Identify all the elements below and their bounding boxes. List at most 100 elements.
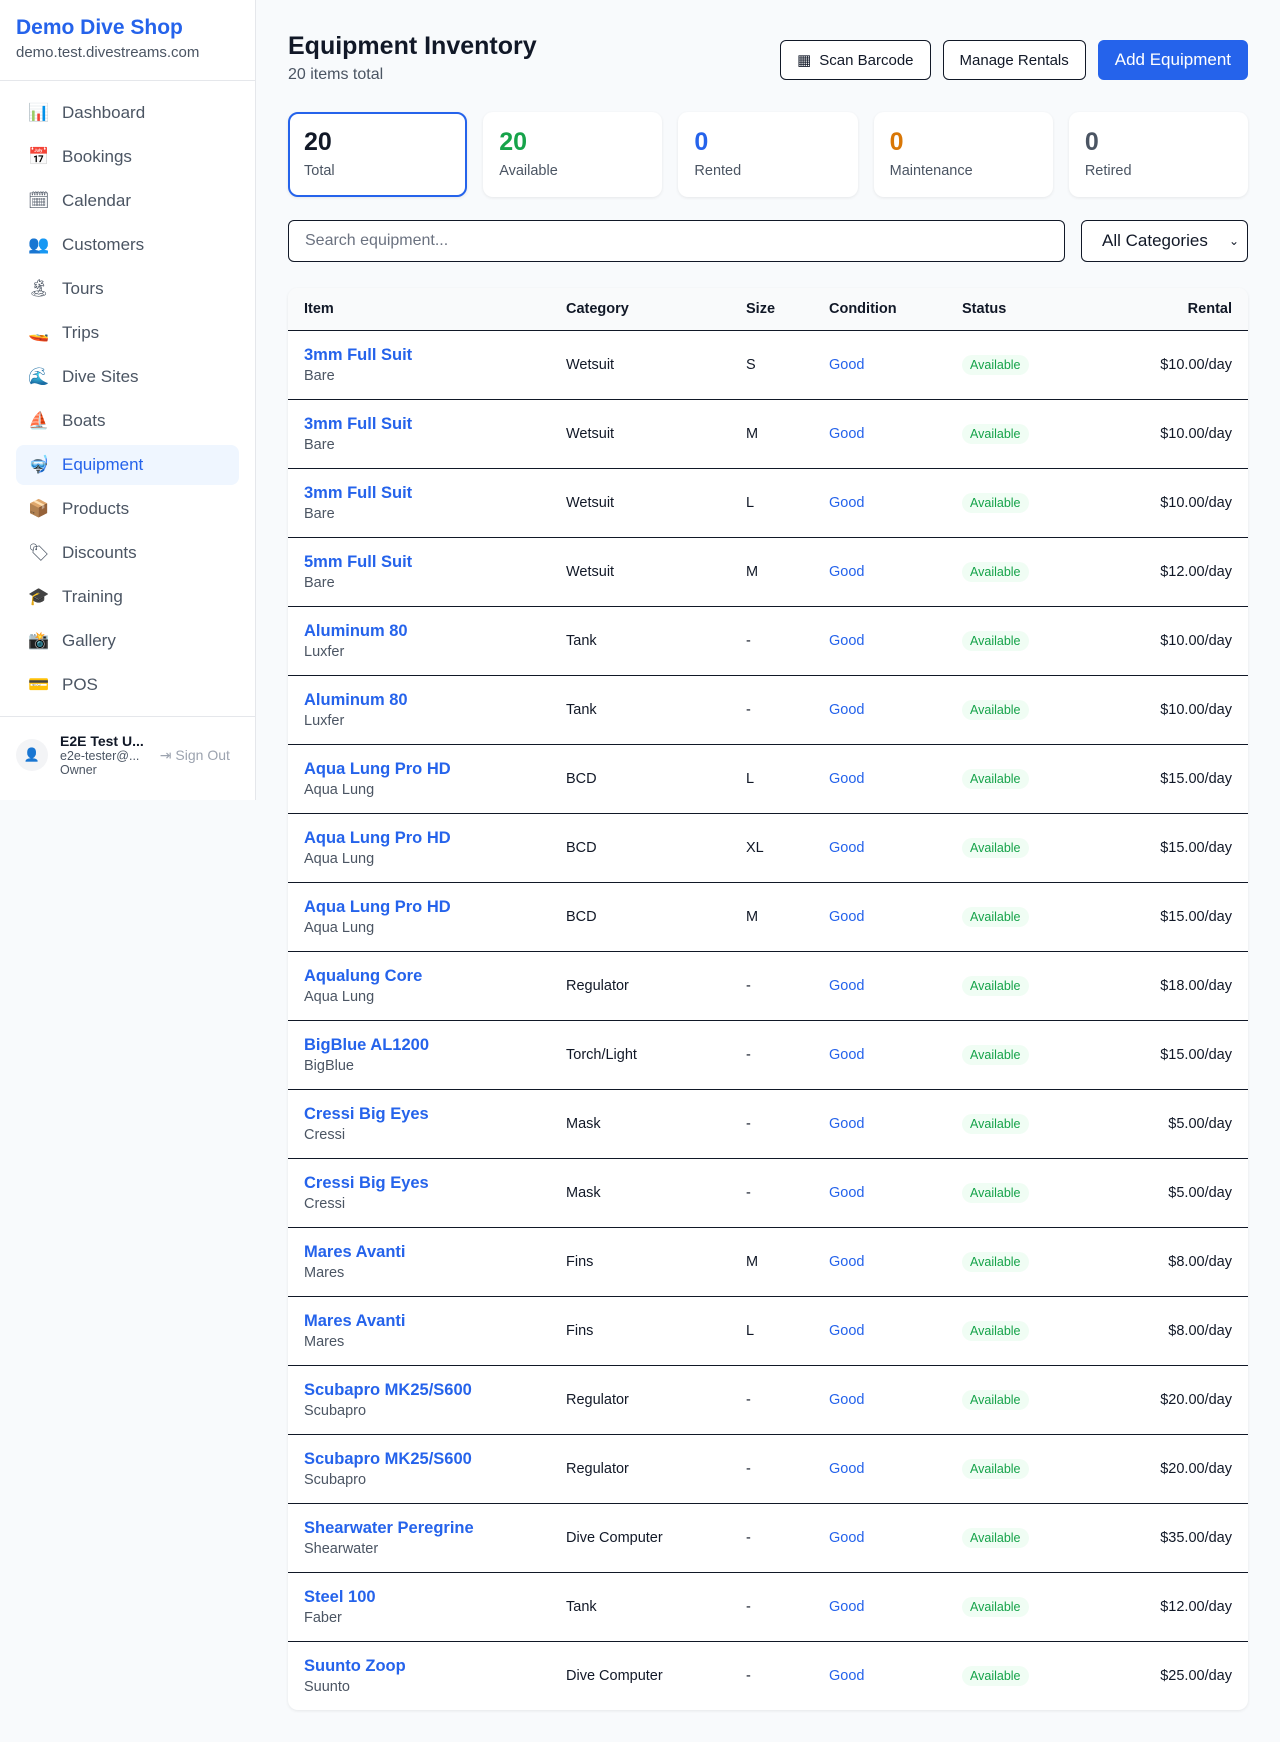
table-row: Cressi Big Eyes Cressi Mask - Good Availa… — [288, 1158, 1248, 1227]
item-brand: Cressi — [304, 1127, 346, 1143]
item-name-link[interactable]: Shearwater Peregrine — [304, 1519, 474, 1537]
stat-card-retired[interactable]: 0 Retired — [1068, 112, 1249, 197]
item-brand: Bare — [304, 437, 335, 453]
category-select[interactable]: All Categories ⌄ — [1081, 220, 1248, 262]
sign-out-button[interactable]: ⇥ Sign Out — [160, 747, 230, 764]
item-name-link[interactable]: 5mm Full Suit — [304, 553, 413, 571]
stat-label: Maintenance — [889, 163, 973, 179]
sidebar-item-boats[interactable]: ⛵ Boats — [16, 401, 239, 441]
item-name-link[interactable]: Mares Avanti — [304, 1243, 406, 1261]
table-row: Steel 100 Faber Tank - Good Available $12… — [288, 1572, 1248, 1641]
sidebar-item-training[interactable]: 🎓 Training — [16, 577, 239, 617]
item-name-link[interactable]: Aluminum 80 — [304, 691, 408, 709]
item-category: Fins — [566, 1323, 594, 1339]
item-name-link[interactable]: Aqualung Core — [304, 967, 423, 985]
item-name-link[interactable]: Aqua Lung Pro HD — [304, 829, 451, 847]
item-brand: Aqua Lung — [304, 920, 375, 936]
item-name-link[interactable]: Aluminum 80 — [304, 622, 408, 640]
stat-card-total[interactable]: 20 Total — [288, 112, 468, 197]
status-badge: Available — [962, 838, 1029, 858]
stat-card-rented[interactable]: 0 Rented — [678, 112, 858, 197]
equipment-icon: 🤿 — [28, 455, 50, 474]
chevron-down-icon: ⌄ — [1228, 234, 1239, 248]
sidebar-item-equipment[interactable]: 🤿 Equipment — [16, 445, 239, 485]
item-rental-price: $15.00/day — [1160, 909, 1232, 925]
item-name-link[interactable]: Aqua Lung Pro HD — [304, 898, 451, 916]
sidebar-item-calendar[interactable]: 🗓 Calendar — [16, 181, 239, 221]
sidebar-item-pos[interactable]: 💳 POS — [16, 665, 239, 705]
item-rental-price: $10.00/day — [1160, 357, 1232, 373]
item-name-link[interactable]: Steel 100 — [304, 1588, 376, 1606]
sidebar-item-discounts[interactable]: 🏷 Discounts — [16, 533, 239, 573]
item-rental-price: $10.00/day — [1160, 702, 1232, 718]
item-name-link[interactable]: 3mm Full Suit — [304, 415, 413, 433]
sidebar-item-products[interactable]: 📦 Products — [16, 489, 239, 529]
column-header[interactable]: Category — [566, 301, 629, 317]
item-category: Regulator — [566, 1461, 629, 1477]
item-rental-price: $8.00/day — [1168, 1254, 1232, 1270]
column-header[interactable]: Status — [962, 301, 1007, 317]
item-rental-price: $5.00/day — [1168, 1185, 1232, 1201]
stat-card-maintenance[interactable]: 0 Maintenance — [873, 112, 1053, 197]
item-size: M — [746, 1254, 759, 1270]
table-header: Item Category Size Condition Status Rental — [288, 288, 1248, 330]
user-email: e2e-tester@... — [60, 749, 140, 763]
item-name-link[interactable]: 3mm Full Suit — [304, 484, 413, 502]
sidebar-item-tours[interactable]: 🏝 Tours — [16, 269, 239, 309]
sidebar-item-trips[interactable]: 🚤 Trips — [16, 313, 239, 353]
item-name-link[interactable]: Scubapro MK25/S600 — [304, 1450, 472, 1468]
sidebar-item-label: Products — [62, 499, 130, 518]
item-size: L — [746, 1323, 755, 1339]
sidebar-item-label: Tours — [62, 279, 104, 298]
item-brand: Scubapro — [304, 1403, 367, 1419]
item-name-link[interactable]: Cressi Big Eyes — [304, 1174, 429, 1192]
shop-name[interactable]: Demo Dive Shop — [16, 16, 183, 39]
column-header[interactable]: Rental — [1187, 301, 1232, 317]
scan-barcode-button[interactable]: ▦ Scan Barcode — [780, 40, 931, 80]
item-size: - — [746, 978, 751, 994]
item-brand: Bare — [304, 506, 335, 522]
item-name-link[interactable]: 3mm Full Suit — [304, 346, 413, 364]
item-rental-price: $8.00/day — [1168, 1323, 1232, 1339]
item-name-link[interactable]: BigBlue AL1200 — [304, 1036, 430, 1054]
sidebar-item-dashboard[interactable]: 📊 Dashboard — [16, 93, 239, 133]
stat-card-available[interactable]: 20 Available — [483, 112, 663, 197]
item-name-link[interactable]: Aqua Lung Pro HD — [304, 760, 451, 778]
stat-value: 0 — [694, 128, 709, 156]
manage-rentals-button[interactable]: Manage Rentals — [942, 40, 1086, 80]
sidebar-item-gallery[interactable]: 📸 Gallery — [16, 621, 239, 661]
table-row: Aluminum 80 Luxfer Tank - Good Available … — [288, 675, 1248, 744]
category-select-value: All Categories — [1102, 231, 1208, 250]
item-brand: BigBlue — [304, 1058, 354, 1074]
sidebar-item-customers[interactable]: 👥 Customers — [16, 225, 239, 265]
item-rental-price: $15.00/day — [1160, 771, 1232, 787]
stat-label: Total — [304, 163, 335, 179]
sidebar-item-label: Bookings — [62, 147, 132, 166]
sidebar-item-dive-sites[interactable]: 🌊 Dive Sites — [16, 357, 239, 397]
item-name-link[interactable]: Mares Avanti — [304, 1312, 406, 1330]
stat-value: 0 — [889, 128, 904, 156]
item-name-link[interactable]: Cressi Big Eyes — [304, 1105, 429, 1123]
sidebar-item-label: Calendar — [62, 191, 131, 210]
item-condition: Good — [829, 1392, 865, 1408]
column-header[interactable]: Size — [746, 301, 776, 317]
item-name-link[interactable]: Scubapro MK25/S600 — [304, 1381, 472, 1399]
item-size: L — [746, 771, 755, 787]
item-condition: Good — [829, 1530, 865, 1546]
item-size: - — [746, 702, 751, 718]
column-header[interactable]: Condition — [829, 301, 897, 317]
item-name-link[interactable]: Suunto Zoop — [304, 1657, 406, 1675]
sidebar-item-bookings[interactable]: 📅 Bookings — [16, 137, 239, 177]
status-badge: Available — [962, 355, 1029, 375]
item-condition: Good — [829, 1668, 865, 1684]
item-condition: Good — [829, 978, 865, 994]
item-category: Tank — [566, 1599, 597, 1615]
column-header[interactable]: Item — [304, 301, 334, 317]
gallery-icon: 📸 — [28, 631, 50, 650]
add-equipment-button[interactable]: Add Equipment — [1097, 40, 1248, 80]
user-icon: 👤 — [16, 739, 48, 771]
table-row: Scubapro MK25/S600 Scubapro Regulator - G… — [288, 1434, 1248, 1503]
stat-value: 20 — [304, 128, 332, 156]
search-input[interactable] — [288, 220, 1065, 262]
discounts-icon: 🏷 — [28, 543, 50, 562]
